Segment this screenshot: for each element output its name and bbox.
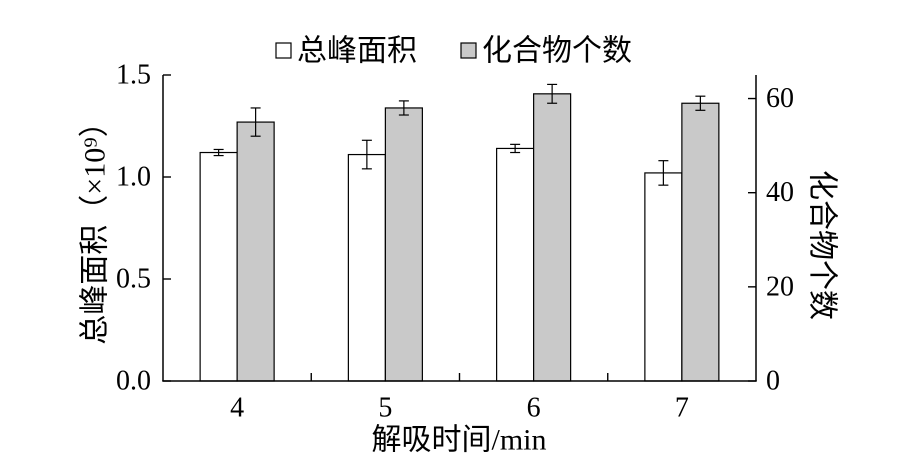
left-axis-tick-label: 1.5	[116, 60, 151, 91]
bar-series-1-cat-6	[533, 93, 572, 382]
bar-series-1-cat-7	[681, 102, 720, 382]
legend: 总峰面积 化合物个数	[275, 35, 632, 68]
legend-swatch-compound-count	[460, 42, 477, 59]
left-axis-title: 总峰面积（×10⁹）	[79, 107, 112, 344]
bar-series-1-cat-4	[236, 121, 275, 382]
bar-series-0-cat-7	[644, 172, 683, 382]
left-axis-tick-label: 1.0	[116, 162, 151, 193]
right-axis-tick-label: 40	[766, 177, 794, 208]
bar-series-1-cat-5	[384, 107, 423, 382]
left-axis-tick-label: 0.5	[116, 264, 151, 295]
x-axis-tick-label: 4	[230, 393, 244, 424]
legend-swatch-total-peak-area	[275, 42, 292, 59]
bar-series-0-cat-5	[347, 153, 386, 382]
x-axis-tick-label: 6	[527, 393, 541, 424]
x-axis-ticks: 4 5 6 7	[230, 373, 689, 424]
right-axis-title: 化合物个数	[806, 170, 839, 320]
bars-layer	[199, 83, 720, 382]
x-axis-tick-label: 7	[675, 393, 689, 424]
bar-series-0-cat-4	[199, 151, 238, 382]
left-axis-tick-label: 0.0	[116, 366, 151, 397]
bar-series-0-cat-6	[496, 147, 535, 382]
right-axis-tick-label: 60	[766, 83, 794, 114]
legend-label-compound-count: 化合物个数	[482, 35, 632, 68]
left-axis-ticks: 0.0 0.5 1.0 1.5	[116, 60, 171, 397]
legend-label-total-peak-area: 总峰面积	[297, 35, 417, 68]
x-axis-title: 解吸时间/min	[371, 424, 546, 457]
right-axis-tick-label: 0	[766, 366, 780, 397]
right-axis-ticks: 0 20 40 60	[748, 83, 794, 397]
right-axis-tick-label: 20	[766, 271, 794, 302]
x-axis-tick-label: 5	[378, 393, 392, 424]
